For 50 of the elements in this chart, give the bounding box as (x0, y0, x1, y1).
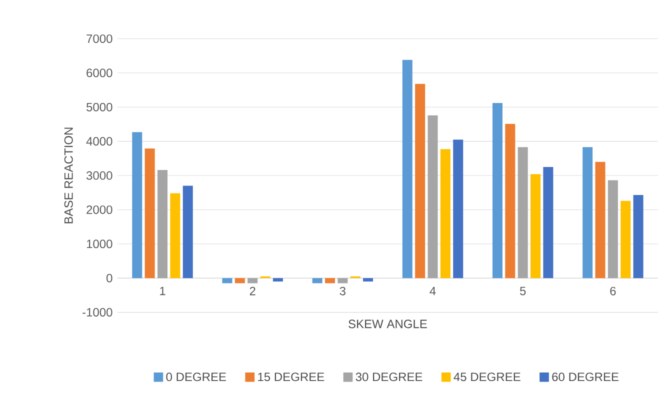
x-tick-label: 2 (250, 286, 256, 296)
bar (415, 84, 426, 278)
bar (530, 174, 541, 278)
x-tick-label: 6 (610, 286, 616, 296)
bar (440, 149, 450, 278)
bar (170, 193, 180, 278)
x-tick-label: 5 (520, 286, 526, 296)
bar (182, 186, 193, 278)
legend-label: 0 DEGREE (166, 372, 226, 382)
bar (518, 147, 528, 278)
y-tick-label: 0 (106, 274, 112, 282)
bar (234, 278, 245, 284)
bar (272, 278, 283, 282)
bar (324, 278, 336, 284)
y-axis-title: BASE REACTION (64, 128, 73, 224)
bar (338, 278, 348, 284)
bar (543, 166, 554, 278)
bar (363, 278, 374, 282)
y-tick-label: 7000 (86, 34, 112, 43)
bar (492, 102, 502, 278)
x-tick-label: 4 (430, 286, 436, 296)
bar (608, 180, 618, 278)
y-tick-label: 6000 (86, 68, 112, 78)
x-tick-label: 1 (160, 286, 166, 296)
bar (157, 170, 168, 278)
y-tick-label: -1000 (82, 308, 112, 317)
bar (144, 148, 155, 278)
bar (222, 278, 232, 284)
bar (453, 140, 464, 278)
bar (402, 60, 412, 278)
bar (428, 115, 438, 278)
y-tick-label: 2000 (86, 205, 112, 214)
x-axis-title: SKEW ANGLE (348, 320, 427, 328)
bar (633, 194, 644, 278)
y-tick-label: 5000 (86, 102, 112, 112)
bar (312, 278, 322, 284)
bar (582, 147, 593, 278)
legend-label: 15 DEGREE (258, 372, 324, 382)
legend-label: 30 DEGREE (356, 372, 422, 382)
bar (595, 162, 606, 278)
bar (248, 278, 258, 284)
x-tick-label: 3 (340, 286, 346, 296)
y-tick-label: 4000 (86, 137, 112, 146)
y-tick-label: 3000 (86, 171, 112, 180)
bar (505, 124, 516, 278)
y-tick-label: 1000 (86, 240, 112, 248)
bar (620, 200, 631, 278)
legend-label: 60 DEGREE (552, 372, 618, 382)
legend-label: 45 DEGREE (454, 372, 520, 382)
bar (132, 132, 142, 278)
